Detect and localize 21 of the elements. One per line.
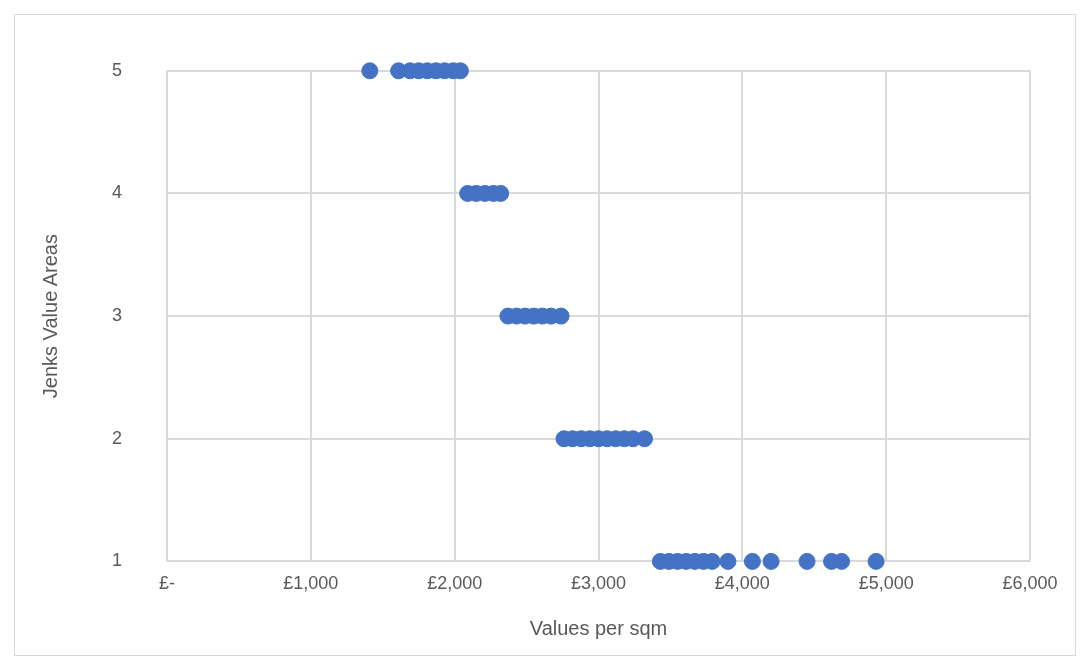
x-tick-label: £3,000 [570,573,627,594]
y-axis-title: Jenks Value Areas [38,234,61,399]
point [743,552,761,570]
y-tick-label: 1 [112,550,123,571]
point [636,430,654,448]
x-tick-label: £2,000 [427,573,483,594]
y-tick-label: 3 [112,305,123,326]
y-tick-label: 2 [112,427,123,448]
y-tick-label: 4 [112,182,123,203]
x-tick-label: £4,000 [714,573,770,594]
point [361,62,379,80]
point [867,552,885,570]
point [719,552,737,570]
x-tick-label: £- [159,573,176,594]
point [798,552,816,570]
x-tick-label: £5,000 [858,573,914,594]
y-tick-label: 5 [112,59,123,80]
point [762,552,780,570]
x-tick-label: £6,000 [1002,573,1058,594]
x-axis-title: Values per sqm [529,616,668,639]
x-tick-label: £1,000 [283,573,339,594]
